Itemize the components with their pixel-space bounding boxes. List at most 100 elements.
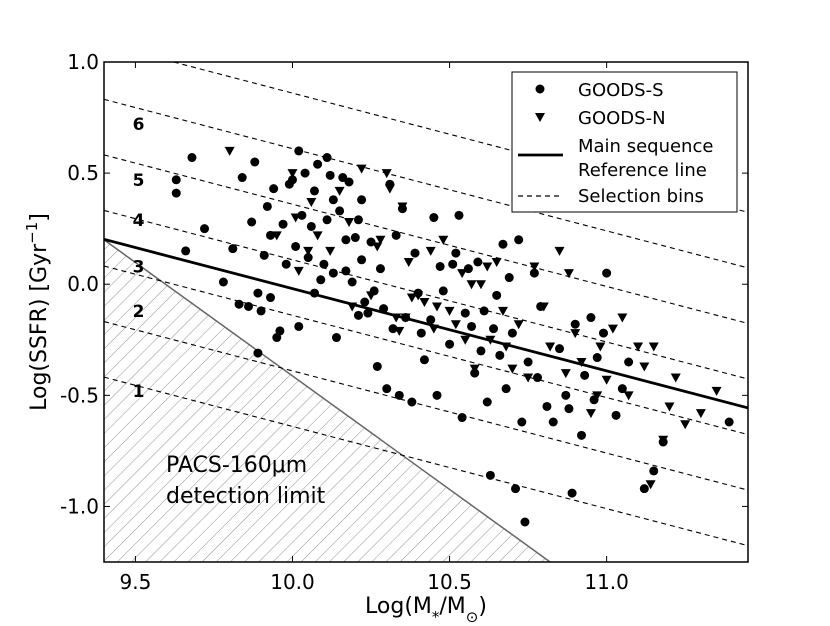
point-goods-s [372, 361, 382, 371]
point-goods-n [413, 291, 424, 301]
point-goods-s [492, 290, 502, 300]
point-goods-s [353, 215, 363, 225]
point-goods-n [529, 262, 540, 272]
point-goods-s [394, 390, 404, 400]
point-goods-n [450, 320, 461, 330]
point-goods-s [247, 217, 257, 227]
point-goods-s [357, 195, 367, 205]
point-goods-n [431, 302, 442, 312]
point-goods-s [445, 339, 455, 349]
point-goods-s [548, 417, 558, 427]
point-goods-n [538, 302, 549, 312]
point-goods-n [457, 269, 468, 279]
point-goods-s [410, 248, 420, 258]
y-tick-label: 0.0 [67, 272, 99, 296]
point-goods-s [171, 188, 181, 198]
point-goods-s [463, 264, 473, 274]
point-goods-n [601, 375, 612, 385]
point-goods-s [350, 233, 360, 243]
y-axis-label: Log(SSFR) [Gyr−1] [23, 213, 52, 411]
point-goods-s [341, 235, 351, 245]
point-goods-n [507, 364, 518, 374]
point-goods-n [592, 391, 603, 401]
point-goods-n [438, 235, 449, 245]
point-goods-s [602, 268, 612, 278]
plot-frame [103, 61, 749, 563]
point-goods-s [564, 404, 574, 414]
point-goods-s [259, 250, 269, 260]
point-goods-s [303, 253, 313, 263]
point-goods-s [611, 410, 621, 420]
point-goods-s [429, 213, 439, 223]
point-goods-s [517, 417, 527, 427]
point-goods-s [262, 201, 272, 211]
point-goods-s [250, 157, 260, 167]
point-goods-n [287, 169, 298, 179]
point-goods-s [256, 306, 266, 316]
legend-main-line1: Main sequence [578, 136, 713, 157]
point-goods-s [624, 357, 634, 367]
x-tick-label: 11.0 [584, 570, 629, 594]
point-goods-s [388, 324, 398, 334]
point-goods-s [294, 146, 304, 156]
point-goods-s [498, 239, 508, 249]
point-goods-s [416, 328, 426, 338]
point-goods-n [680, 420, 691, 430]
point-goods-s [598, 328, 608, 338]
point-goods-s [460, 308, 470, 318]
point-goods-s [391, 230, 401, 240]
point-goods-s [281, 259, 291, 269]
point-goods-n [312, 231, 323, 241]
point-goods-s [501, 384, 511, 394]
point-goods-s [363, 308, 373, 318]
point-goods-s [360, 297, 370, 307]
bin-label-2: 2 [133, 302, 145, 322]
selection-bin-line-2 [104, 321, 748, 491]
point-goods-n [648, 342, 659, 352]
point-goods-n [475, 280, 486, 290]
point-goods-n [460, 335, 471, 345]
point-goods-n [271, 231, 282, 241]
point-goods-n [356, 164, 367, 174]
point-goods-s [244, 301, 254, 311]
point-goods-s [448, 259, 458, 269]
point-goods-s [495, 350, 505, 360]
point-goods-s [523, 357, 533, 367]
detection-limit-label-line1: PACS-160μm [166, 453, 307, 478]
point-goods-s [253, 348, 263, 358]
bin-label-4: 4 [133, 211, 145, 231]
y-tick-label: 1.0 [67, 50, 99, 74]
point-goods-n [711, 386, 722, 396]
point-goods-s [570, 319, 580, 329]
x-axis-label: Log(M*/M⊙) [365, 594, 487, 626]
selection-bins [104, 62, 748, 547]
point-goods-n [485, 335, 496, 345]
point-goods-n [325, 246, 336, 256]
point-goods-s [379, 304, 389, 314]
point-goods-s [504, 273, 514, 283]
point-goods-s [357, 255, 367, 265]
point-goods-s [275, 326, 285, 336]
point-goods-s [341, 266, 351, 276]
point-goods-s [533, 373, 543, 383]
point-goods-s [479, 306, 489, 316]
point-goods-s [476, 346, 486, 356]
point-goods-n [501, 342, 512, 352]
point-goods-s [438, 286, 448, 296]
main-sequence-line [104, 237, 748, 410]
point-goods-s [294, 321, 304, 331]
point-goods-s [511, 484, 521, 494]
point-goods-n [570, 329, 581, 339]
bin-label-3: 3 [133, 257, 145, 277]
selection-bin-line-3 [104, 265, 748, 436]
point-goods-s [287, 175, 297, 185]
point-goods-n [645, 480, 656, 490]
point-goods-n [303, 246, 314, 256]
point-goods-n [607, 324, 618, 334]
legend-marker-goods-s [535, 84, 545, 94]
point-goods-s [325, 170, 335, 180]
point-goods-s [473, 257, 483, 267]
point-goods-s [181, 246, 191, 256]
point-goods-s [435, 261, 445, 271]
point-goods-n [595, 342, 606, 352]
